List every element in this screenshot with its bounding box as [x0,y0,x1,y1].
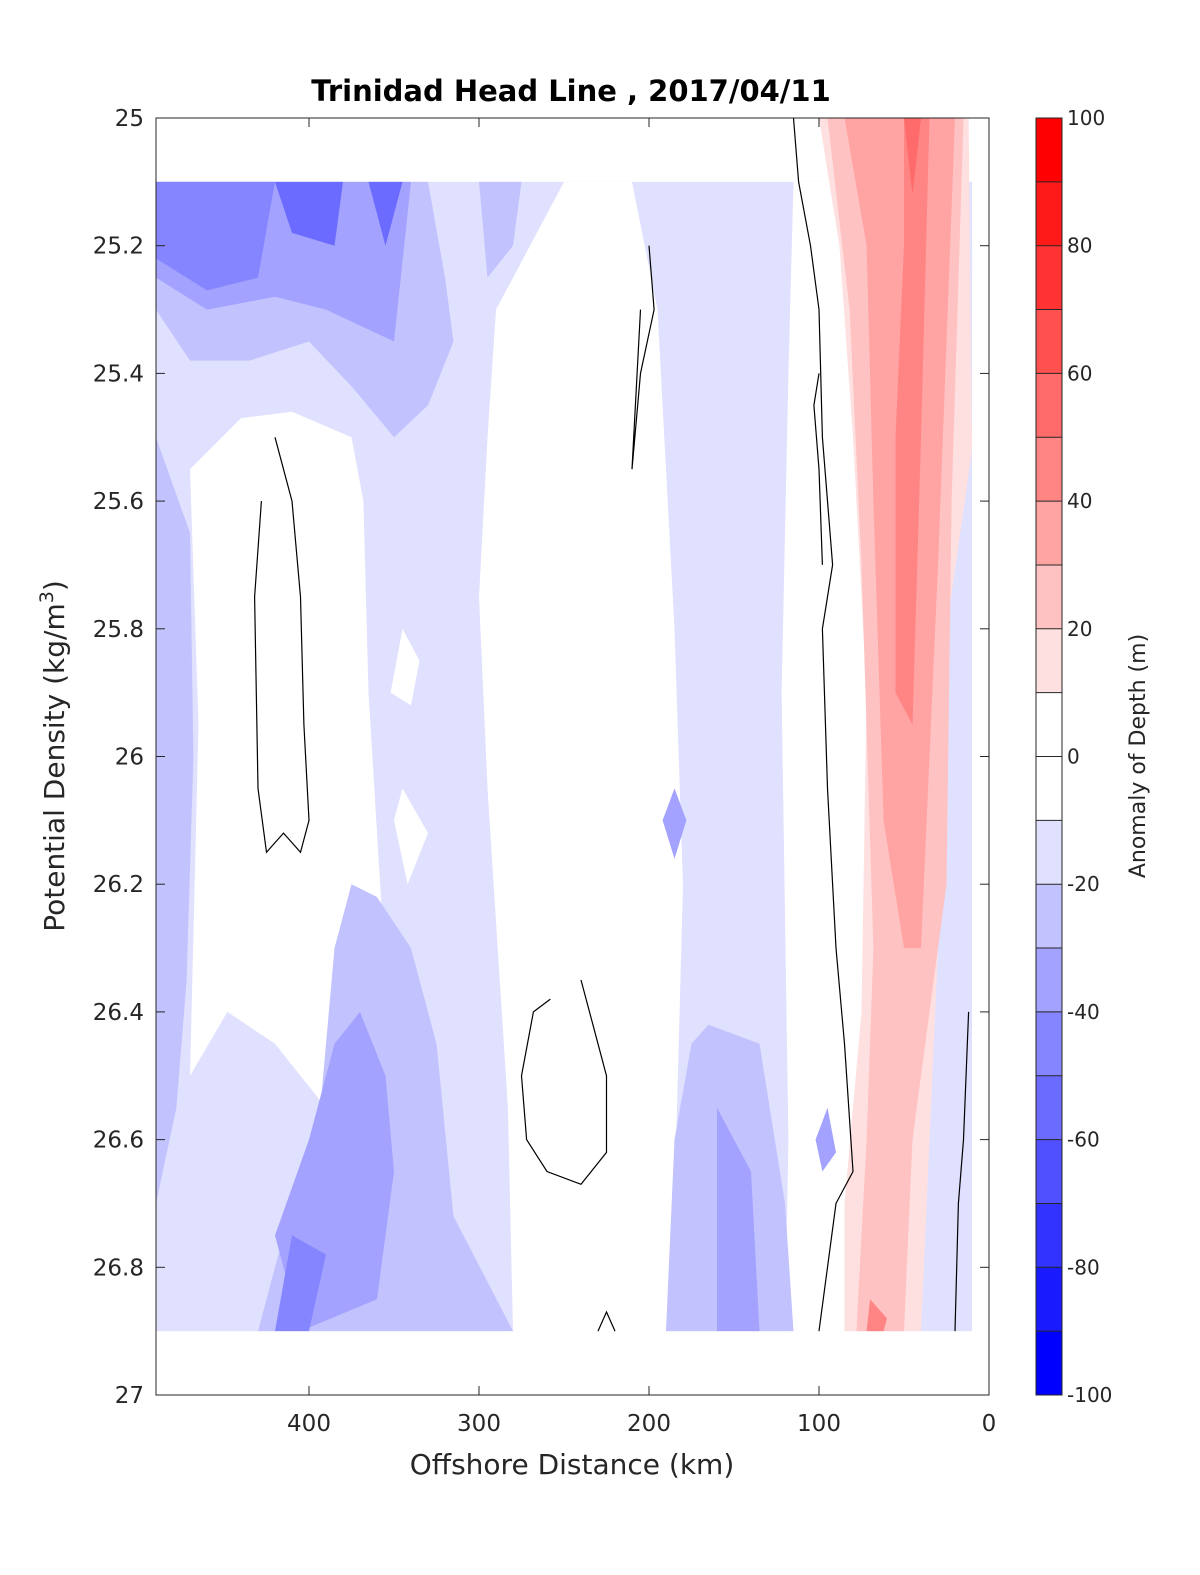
y-tick-label: 27 [115,1383,144,1409]
zero-contour-lines [253,117,970,1332]
y-tick-label: 25.2 [93,234,144,260]
y-axis-label: Potential Density (kg/m3) [36,580,71,932]
anomaly-region-40-25 [866,1299,887,1332]
x-tick-label: 300 [457,1411,501,1437]
anomaly-region-0-6 [530,724,624,1300]
colorbar-bin [1036,884,1062,949]
x-tick-label: 0 [982,1411,997,1437]
colorbar-ticks: 100 80 60 40 20 0 -20 -40 -60 -80 -100 [1067,106,1112,1407]
colorbar-tick-label: -60 [1067,1128,1100,1152]
colorbar-bin [1036,1139,1062,1204]
colorbar-tick-label: 40 [1067,489,1092,513]
y-axis: 25 25.2 25.4 25.6 25.8 26 26.2 26.4 26.6 26.8 27 [93,106,989,1409]
colorbar-bin [1036,437,1062,502]
colorbar-bin [1036,1331,1062,1396]
x-tick-label: 100 [797,1411,841,1437]
colorbar-bin [1036,1075,1062,1140]
colorbar-tick-label: 60 [1067,361,1092,385]
colorbar-bin [1036,118,1062,183]
anomaly-region--60-19 [275,181,343,246]
x-axis-label: Offshore Distance (km) [410,1448,735,1481]
colorbar-bin [1036,309,1062,374]
y-tick-label: 25.4 [93,361,144,387]
anomaly-region--50-17 [156,181,275,291]
x-tick-label: 200 [627,1411,671,1437]
anomaly-region--60-20 [368,181,403,246]
chart-title: Trinidad Head Line , 2017/04/11 [311,74,831,108]
y-axis-label-superscript: 3 [36,591,58,603]
colorbar-tick-label: -100 [1067,1383,1112,1407]
colorbar-frame [1035,117,1063,1396]
x-tick-label: 400 [287,1411,331,1437]
colorbar-bin [1036,181,1062,247]
colorbar-bin [1036,1267,1062,1332]
colorbar-tick-label: 80 [1067,234,1092,258]
x-axis: 400 300 200 100 0 [287,118,996,1437]
colorbar-tick-label: -40 [1067,1000,1100,1024]
anomaly-region-50-26 [904,118,921,195]
zero-contour-line-2 [954,1011,970,1332]
colorbar-bin [1036,628,1062,694]
zero-contour-line-0 [792,117,854,1332]
colorbar-bin [1036,692,1062,757]
colorbar-bin [1036,948,1062,1013]
anomaly-region--50-18 [275,1235,326,1332]
zero-contour-line-6 [597,1310,616,1332]
colorbar-bin [1036,501,1062,566]
colorbar-tick-label: 0 [1067,745,1080,769]
zero-contour-line-4 [631,245,655,470]
y-tick-label: 26 [115,745,144,771]
y-tick-label: 26.8 [93,1255,144,1281]
colorbar-bin [1036,1011,1062,1077]
y-tick-label: 25 [115,106,144,132]
zero-contour-line-1 [813,373,823,565]
anomaly-region-0-5 [394,788,428,885]
y-tick-label: 26.2 [93,872,144,898]
y-axis-label-close: ) [38,580,71,591]
anomaly-region--40-16 [815,1107,836,1172]
colorbar-tick-label: -80 [1067,1255,1100,1279]
anomaly-region--30-8 [156,437,194,1204]
y-tick-label: 25.6 [93,489,144,515]
anomaly-region-0-4 [390,628,420,706]
colorbar-label: Anomaly of Depth (m) [1126,634,1151,878]
colorbar-bin [1036,1203,1062,1268]
colorbar-bin [1036,245,1062,310]
anomaly-region--40-14 [717,1107,760,1332]
colorbar-bin [1036,564,1062,630]
colorbar-bin [1036,373,1062,438]
y-axis-label-main: Potential Density (kg/m [38,603,71,932]
y-tick-label: 25.8 [93,617,144,643]
y-tick-label: 26.6 [93,1128,144,1154]
anomaly-region-40-24 [895,118,930,725]
colorbar-bin [1036,756,1062,821]
anomaly-filled-contours [156,118,972,1332]
y-tick-label: 26.4 [93,1000,144,1026]
colorbar-tick-label: 20 [1067,617,1092,641]
colorbar-bin [1036,820,1062,885]
anomaly-region--40-15 [662,788,687,859]
colorbar [1035,117,1063,1396]
zero-contour-line-3 [253,437,310,854]
zero-contour-line-5 [520,979,608,1186]
colorbar-tick-label: 100 [1067,106,1105,130]
anomaly-region--30-11 [479,181,522,278]
colorbar-tick-label: -20 [1067,872,1100,896]
